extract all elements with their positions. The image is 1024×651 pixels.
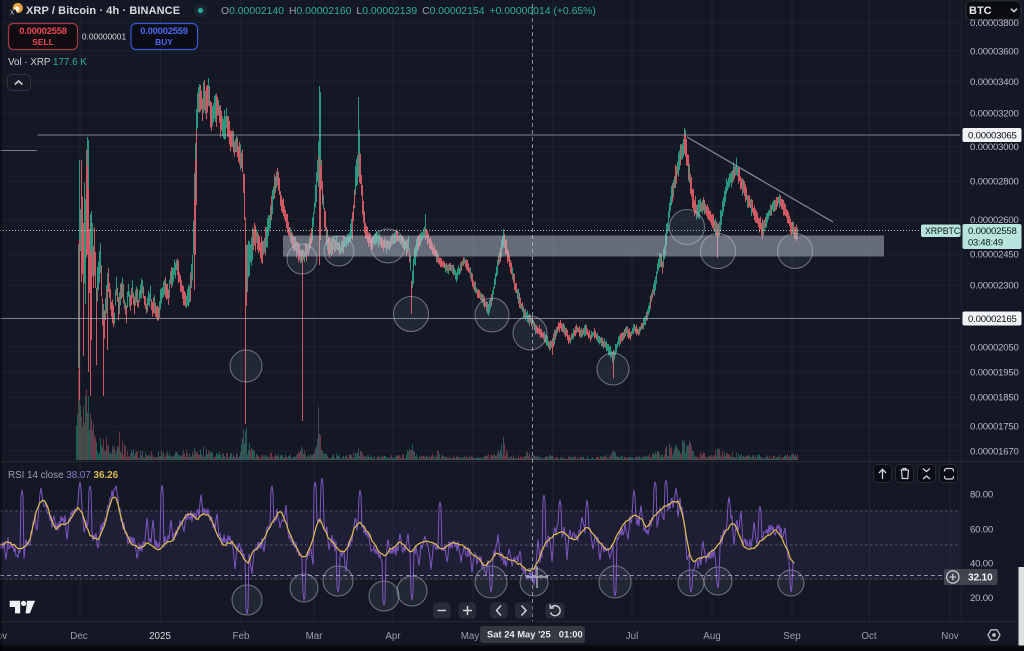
svg-text:SELL: SELL [32,37,53,47]
svg-text:0.00001850: 0.00001850 [970,392,1019,403]
svg-text:0.00002558: 0.00002558 [19,25,67,36]
svg-text:ov: ov [0,631,7,642]
svg-text:XRPBTC: XRPBTC [925,226,961,236]
svg-text:Sep: Sep [783,631,801,642]
svg-text:BTC: BTC [969,5,992,17]
svg-text:Oct: Oct [861,631,877,642]
svg-text:0.00002800: 0.00002800 [970,176,1019,187]
svg-text:0.00002050: 0.00002050 [970,342,1019,353]
svg-text:Nov: Nov [941,631,959,642]
svg-text:0.00001750: 0.00001750 [970,421,1019,432]
svg-text:Mar: Mar [306,631,324,642]
svg-text:0.00003000: 0.00003000 [970,142,1019,153]
svg-text:60.00: 60.00 [970,524,993,535]
svg-text:May: May [461,631,480,642]
svg-text:0.00000001: 0.00000001 [82,32,127,42]
svg-text:XRP / Bitcoin · 4h · BINANCE: XRP / Bitcoin · 4h · BINANCE [26,5,180,17]
svg-text:0.00001950: 0.00001950 [970,367,1019,378]
svg-text:0.00003800: 0.00003800 [970,18,1019,29]
svg-text:RSI 14 close 38.07 36.26: RSI 14 close 38.07 36.26 [8,470,119,481]
svg-text:0.00002600: 0.00002600 [970,215,1019,226]
svg-text:0.00002165: 0.00002165 [968,314,1017,325]
svg-text:Jul: Jul [626,631,639,642]
svg-text:Aug: Aug [703,631,720,642]
svg-text:Apr: Apr [385,631,401,642]
svg-text:0.00001670: 0.00001670 [970,446,1019,457]
svg-text:0.00002558: 0.00002558 [968,226,1017,237]
svg-text:Vol · XRP 177.6 K: Vol · XRP 177.6 K [8,57,87,68]
svg-text:0.00003065: 0.00003065 [968,131,1017,142]
svg-text:0.00002559: 0.00002559 [140,25,188,36]
svg-text:0.00002300: 0.00002300 [970,280,1019,291]
svg-text:x: x [10,7,15,17]
svg-text:20.00: 20.00 [970,593,993,604]
svg-text:Feb: Feb [233,631,250,642]
svg-text:32.10: 32.10 [968,573,993,584]
svg-text:0.00003400: 0.00003400 [970,77,1019,88]
svg-text:80.00: 80.00 [970,489,993,500]
svg-text:0.00003200: 0.00003200 [970,108,1019,119]
svg-text:0.00003600: 0.00003600 [970,46,1019,57]
svg-text:40.00: 40.00 [970,558,993,569]
svg-text:0.00002450: 0.00002450 [970,249,1019,260]
svg-text:2025: 2025 [149,631,171,642]
svg-text:03:48:49: 03:48:49 [968,237,1003,248]
svg-text:Dec: Dec [70,631,88,642]
svg-text:BUY: BUY [155,37,173,47]
